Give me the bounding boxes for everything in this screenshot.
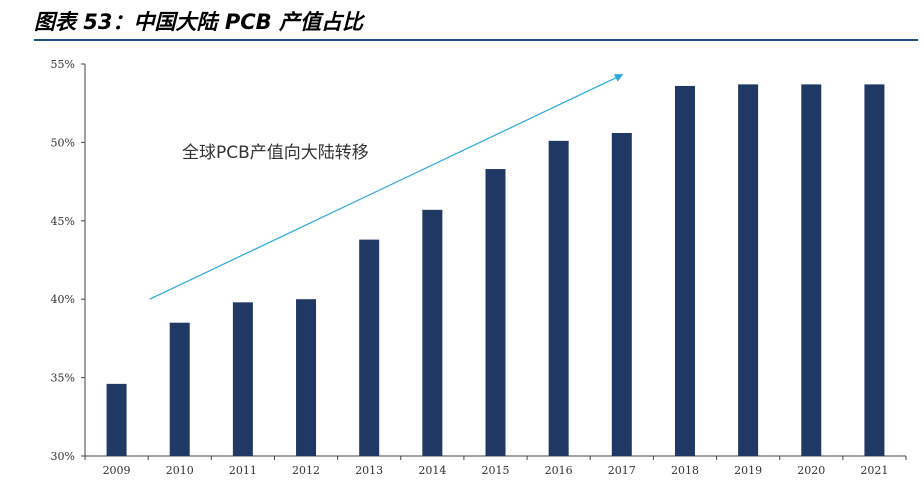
bar — [738, 84, 759, 456]
trend-arrow — [149, 74, 624, 300]
x-tick-label: 2016 — [545, 464, 573, 477]
bar — [548, 140, 569, 456]
y-tick-label: 35% — [51, 372, 75, 385]
x-tick-label: 2020 — [797, 464, 825, 477]
x-tick-label: 2013 — [355, 464, 383, 477]
bar — [359, 239, 380, 456]
bar — [106, 383, 127, 456]
x-tick-label: 2019 — [734, 464, 762, 477]
figure-title: 图表 53：中国大陆 PCB 产值占比 — [34, 10, 363, 34]
bar — [232, 302, 253, 456]
y-axis: 30% 35% 40% 45% 50% 55% — [51, 58, 86, 463]
annotation-text: 全球PCB产值向大陆转移 — [182, 143, 369, 163]
y-tick-label: 40% — [51, 293, 75, 306]
title-rule — [34, 39, 918, 41]
y-tick-label: 50% — [51, 136, 75, 149]
bar — [864, 84, 885, 456]
x-tick-label: 2018 — [671, 464, 699, 477]
y-tick-label: 30% — [51, 450, 75, 463]
bar — [169, 322, 190, 456]
x-tick-label: 2011 — [229, 464, 257, 477]
x-axis: 2009 2010 2011 2012 2013 2014 2015 2016 2017 2018… — [84, 455, 907, 477]
x-tick-label: 2010 — [166, 464, 194, 477]
bar — [422, 209, 443, 456]
bar — [801, 84, 822, 456]
y-tick-label: 45% — [51, 215, 75, 228]
bar — [296, 299, 317, 456]
x-tick-label: 2012 — [292, 464, 320, 477]
bar — [611, 132, 632, 456]
y-tick-label: 55% — [51, 58, 75, 71]
bar-series — [106, 84, 885, 457]
trend-annotation: 全球PCB产值向大陆转移 — [149, 74, 624, 300]
x-tick-label: 2017 — [608, 464, 636, 477]
x-tick-label: 2015 — [482, 464, 510, 477]
x-tick-label: 2014 — [418, 464, 446, 477]
x-tick-label: 2021 — [860, 464, 888, 477]
bar — [485, 169, 506, 456]
x-tick-label: 2009 — [103, 464, 131, 477]
bar — [674, 85, 695, 457]
